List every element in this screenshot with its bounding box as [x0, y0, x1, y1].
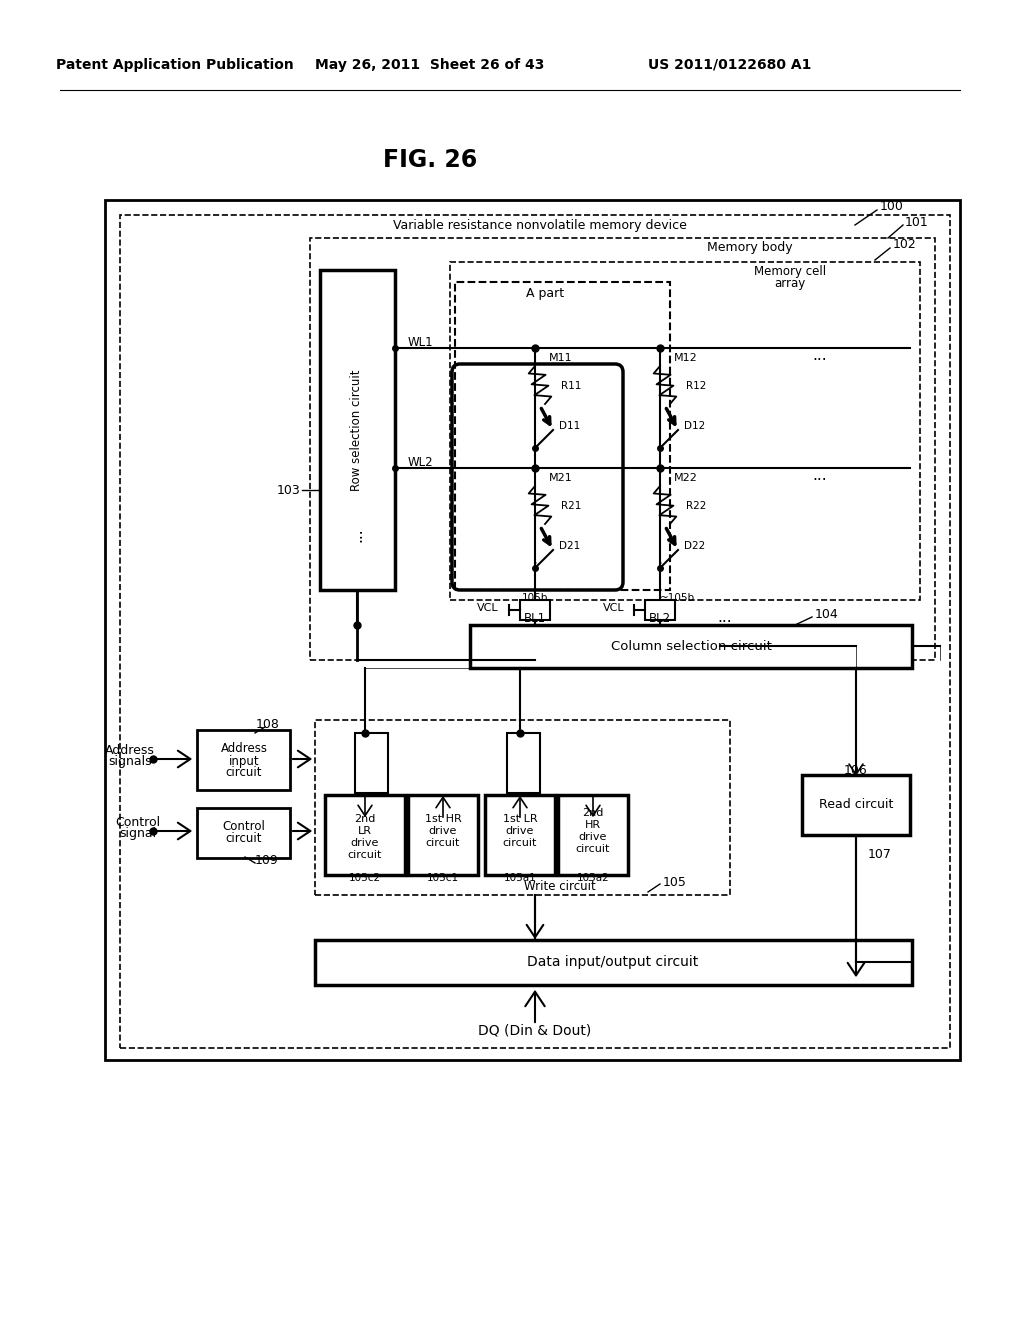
- Text: LR: LR: [358, 826, 372, 836]
- Text: Address: Address: [220, 742, 267, 755]
- Text: R21: R21: [561, 502, 582, 511]
- Bar: [558, 795, 628, 875]
- Text: M22: M22: [674, 473, 698, 483]
- Text: 107: 107: [868, 849, 892, 862]
- Text: R11: R11: [561, 381, 582, 391]
- Text: A part: A part: [526, 288, 564, 301]
- Text: Memory cell: Memory cell: [754, 265, 826, 279]
- Text: drive: drive: [579, 832, 607, 842]
- Text: 108: 108: [256, 718, 280, 730]
- Text: 105a1: 105a1: [504, 873, 537, 883]
- Text: circuit: circuit: [503, 838, 538, 847]
- Text: 1st HR: 1st HR: [425, 814, 462, 824]
- Text: ...: ...: [349, 528, 365, 543]
- Text: 102: 102: [893, 239, 916, 252]
- Bar: [507, 733, 540, 793]
- Text: M21: M21: [549, 473, 572, 483]
- Bar: [120, 215, 950, 1048]
- Text: BL2: BL2: [649, 611, 671, 624]
- Bar: [455, 282, 670, 590]
- Text: BL1: BL1: [524, 611, 546, 624]
- Text: 105c2: 105c2: [349, 873, 381, 883]
- Text: signals: signals: [109, 755, 152, 768]
- Bar: [315, 940, 912, 985]
- Text: Read circuit: Read circuit: [819, 799, 893, 812]
- Text: D22: D22: [684, 541, 706, 550]
- Text: Row selection circuit: Row selection circuit: [350, 370, 364, 491]
- Text: Write circuit: Write circuit: [524, 879, 596, 892]
- Text: 105c1: 105c1: [427, 873, 459, 883]
- Text: ...: ...: [813, 347, 827, 363]
- Text: 1st LR: 1st LR: [503, 814, 538, 824]
- Text: 105a2: 105a2: [577, 873, 609, 883]
- Text: array: array: [774, 276, 806, 289]
- Bar: [450, 261, 920, 601]
- Bar: [310, 238, 935, 660]
- Text: D12: D12: [684, 421, 706, 432]
- Text: Data input/output circuit: Data input/output circuit: [527, 954, 698, 969]
- Text: 105b: 105b: [522, 593, 548, 603]
- Text: Control: Control: [116, 816, 161, 829]
- Text: 106: 106: [844, 763, 868, 776]
- Text: FIG. 26: FIG. 26: [383, 148, 477, 172]
- Text: 109: 109: [255, 854, 279, 867]
- Bar: [105, 201, 961, 1060]
- Text: M11: M11: [549, 352, 572, 363]
- Text: input: input: [228, 755, 259, 767]
- Bar: [802, 775, 910, 836]
- Bar: [315, 719, 730, 895]
- Text: 2nd: 2nd: [583, 808, 604, 818]
- Bar: [197, 808, 290, 858]
- Text: May 26, 2011  Sheet 26 of 43: May 26, 2011 Sheet 26 of 43: [315, 58, 545, 73]
- Text: Control: Control: [222, 820, 265, 833]
- Text: circuit: circuit: [225, 833, 262, 846]
- Text: ...: ...: [718, 610, 732, 626]
- Text: 103: 103: [276, 483, 300, 496]
- Text: VCL: VCL: [477, 603, 499, 612]
- Text: D11: D11: [559, 421, 581, 432]
- Text: :: :: [532, 557, 538, 573]
- Text: R12: R12: [686, 381, 707, 391]
- Text: drive: drive: [429, 826, 457, 836]
- Bar: [520, 601, 550, 620]
- Text: D21: D21: [559, 541, 581, 550]
- Text: WL1: WL1: [408, 335, 433, 348]
- Text: 101: 101: [905, 215, 929, 228]
- Bar: [408, 795, 478, 875]
- Text: 105: 105: [663, 875, 687, 888]
- Bar: [355, 733, 388, 793]
- Text: Patent Application Publication: Patent Application Publication: [56, 58, 294, 73]
- Text: WL2: WL2: [408, 455, 433, 469]
- Text: HR: HR: [585, 820, 601, 830]
- Bar: [645, 601, 675, 620]
- Text: VCL: VCL: [603, 603, 625, 612]
- Bar: [485, 795, 555, 875]
- Bar: [325, 795, 406, 875]
- Text: circuit: circuit: [575, 843, 610, 854]
- Text: 2nd: 2nd: [354, 814, 376, 824]
- Text: US 2011/0122680 A1: US 2011/0122680 A1: [648, 58, 812, 73]
- Text: circuit: circuit: [225, 767, 262, 780]
- Text: circuit: circuit: [348, 850, 382, 861]
- Bar: [319, 271, 395, 590]
- Text: M12: M12: [674, 352, 697, 363]
- Text: 104: 104: [815, 607, 839, 620]
- Text: Address: Address: [105, 743, 155, 756]
- Text: drive: drive: [351, 838, 379, 847]
- Text: drive: drive: [506, 826, 535, 836]
- Text: 100: 100: [880, 201, 904, 214]
- Text: Column selection circuit: Column selection circuit: [610, 639, 771, 652]
- Text: Memory body: Memory body: [708, 242, 793, 255]
- Bar: [470, 624, 912, 668]
- Text: circuit: circuit: [426, 838, 460, 847]
- Text: :: :: [657, 557, 663, 573]
- Text: DQ (Din & Dout): DQ (Din & Dout): [478, 1023, 592, 1038]
- Text: ~105b: ~105b: [660, 593, 695, 603]
- Bar: [197, 730, 290, 789]
- Text: Variable resistance nonvolatile memory device: Variable resistance nonvolatile memory d…: [393, 219, 687, 232]
- Text: signal: signal: [120, 828, 157, 841]
- Text: ...: ...: [813, 467, 827, 483]
- Text: R22: R22: [686, 502, 707, 511]
